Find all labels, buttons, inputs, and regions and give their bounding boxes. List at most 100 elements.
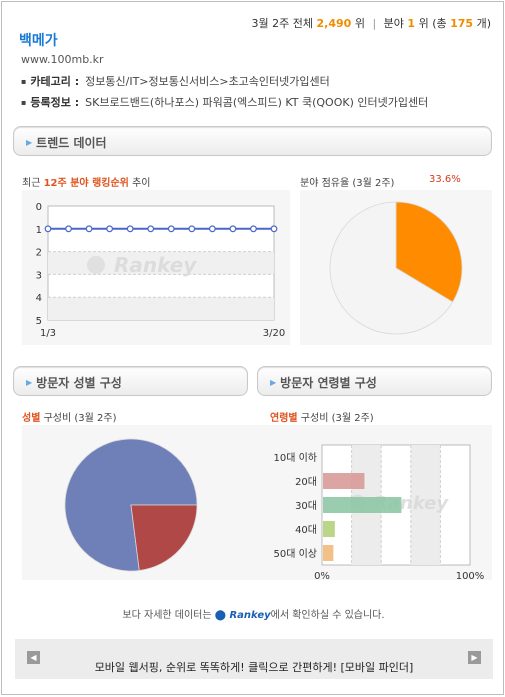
x-tick-label: 0%	[314, 571, 330, 580]
registration-value: SK브로드밴드(하나포스) 파워콤(엑스피드) KT 쿡(QOOK) 인터넷가입…	[85, 96, 429, 109]
category-total: 175	[450, 17, 474, 30]
share-chart-title: 분야 점유율 (3월 2주)	[300, 174, 394, 189]
trend-suffix: 추이	[132, 178, 151, 189]
footer-note: 보다 자세한 데이터는 ⬤ Rankey에서 확인하실 수 있습니다.	[2, 606, 505, 621]
rankey-logo[interactable]: ⬤ Rankey	[214, 610, 271, 621]
category-key: 카테고리 :	[30, 75, 80, 88]
grid-band	[48, 297, 274, 320]
rankey-watermark-icon	[87, 256, 105, 274]
next-arrow-icon[interactable]: ▶	[468, 651, 481, 664]
rankey-logo-text: Rankey	[229, 610, 271, 621]
bullet-icon: ▪	[21, 98, 27, 107]
bullet-icon: ▶	[26, 378, 33, 387]
site-url[interactable]: www.100mb.kr	[21, 53, 104, 66]
footer-note-prefix: 보다 자세한 데이터는	[122, 610, 212, 621]
y-tick-label: 40대	[295, 524, 317, 536]
gender-em: 성별	[22, 413, 41, 424]
y-tick-label: 20대	[295, 476, 317, 488]
bullet-icon: ▶	[270, 378, 277, 387]
category-value[interactable]: 정보통신/IT>정보통신서비스>초고속인터넷가입센터	[85, 75, 330, 88]
rankey-watermark: Rankey	[114, 253, 197, 277]
age-chart-title: 연령별 구성비 (3월 2주)	[270, 409, 374, 424]
trend-prefix: 최근	[22, 178, 41, 189]
registration-row: ▪ 등록정보 : SK브로드밴드(하나포스) 파워콤(엑스피드) KT 쿡(QOOK…	[21, 94, 428, 110]
data-point	[188, 225, 196, 233]
data-point	[208, 225, 216, 233]
share-chart-panel	[300, 190, 492, 345]
gender-pie-chart	[64, 438, 198, 572]
age-section-header: ▶ 방문자 연령별 구성	[257, 366, 492, 396]
share-slice	[329, 201, 454, 335]
x-tick-label: 3/20	[263, 328, 285, 339]
data-point	[106, 225, 114, 233]
age-chart-panel: Rankey 10대 이하 20대 30대 40대 50대 이상 0% 100%	[266, 425, 492, 582]
data-point	[167, 225, 175, 233]
total-label: 전체	[292, 17, 314, 30]
y-tick-label: 0	[36, 202, 42, 213]
grid-band	[48, 251, 274, 275]
age-bar	[323, 497, 402, 513]
site-name[interactable]: 백메가	[19, 33, 58, 49]
bullet-icon: ▪	[21, 77, 27, 86]
y-tick-label: 10대 이하	[273, 451, 317, 464]
count-suffix: 개)	[476, 17, 491, 30]
rank-summary: 3월 2주 전체 2,490 위 | 분야 1 위 (총 175 개)	[252, 15, 491, 31]
data-point	[250, 225, 257, 233]
age-bar	[323, 545, 334, 561]
rank-suffix: 위	[354, 17, 365, 30]
data-point	[147, 225, 155, 233]
gender-slice	[64, 438, 198, 572]
gender-suffix: 구성비 (3월 2주)	[43, 413, 117, 424]
y-tick-label: 4	[36, 293, 42, 304]
trend-section-title: 트렌드 데이터	[36, 136, 107, 150]
trend-section-header: ▶ 트렌드 데이터	[13, 126, 492, 156]
share-pct: 33.6%	[429, 174, 461, 185]
rank-week: 3월 2주	[251, 17, 290, 30]
registration-key: 등록정보 :	[30, 96, 80, 109]
gender-section-header: ▶ 방문자 성별 구성	[13, 366, 248, 396]
age-bar	[323, 473, 365, 489]
y-tick-label: 3	[36, 270, 42, 281]
trend-em: 12주 분야 랭킹순위	[43, 178, 129, 189]
mobile-banner-message[interactable]: 모바일 웹서핑, 순위로 똑똑하게! 클릭으로 간편하게! [모바일 파인더]	[94, 661, 414, 674]
gender-slice	[130, 504, 198, 571]
y-tick-label: 2	[36, 248, 42, 259]
data-point	[65, 225, 72, 233]
gender-section-title: 방문자 성별 구성	[36, 376, 122, 390]
prev-arrow-icon[interactable]: ◀	[27, 651, 40, 664]
share-slice	[395, 201, 463, 303]
category-rank: 1	[407, 17, 416, 30]
share-pie-chart	[329, 201, 463, 335]
age-bar	[323, 521, 335, 537]
data-point	[85, 225, 93, 233]
bullet-icon: ▶	[26, 138, 33, 147]
age-suffix: 구성비 (3월 2주)	[300, 413, 374, 424]
data-point	[270, 225, 278, 233]
y-tick-label: 5	[36, 316, 42, 327]
grid-band	[410, 445, 441, 565]
data-point	[126, 225, 134, 233]
share-title: 분야 점유율 (3월 2주)	[300, 178, 395, 189]
total-rank: 2,490	[316, 17, 352, 30]
trend-chart-title: 최근 12주 분야 랭킹순위 추이	[22, 174, 150, 189]
y-tick-label: 30대	[295, 500, 317, 512]
age-section-title: 방문자 연령별 구성	[280, 376, 377, 390]
data-point	[229, 225, 237, 233]
x-tick-label: 1/3	[40, 328, 56, 339]
y-tick-label: 50대 이상	[273, 548, 317, 560]
separator: |	[372, 17, 377, 30]
data-point	[44, 225, 52, 233]
count-prefix: 위 (총	[418, 17, 447, 30]
footer-note-suffix: 에서 확인하실 수 있습니다.	[270, 610, 385, 621]
category-label: 분야	[383, 17, 404, 30]
gender-chart-panel	[22, 425, 270, 580]
category-row: ▪ 카테고리 : 정보통신/IT>정보통신서비스>초고속인터넷가입센터	[21, 73, 330, 89]
x-tick-label: 100%	[456, 571, 485, 580]
age-em: 연령별	[270, 413, 298, 424]
gender-chart-title: 성별 구성비 (3월 2주)	[22, 409, 116, 424]
share-percent: 33.6%	[429, 174, 461, 185]
trend-line-chart: 0 1 2 3 4 51/3 3/20 Rankey	[36, 202, 286, 339]
mobile-banner: ◀ 모바일 웹서핑, 순위로 똑똑하게! 클릭으로 간편하게! [모바일 파인더…	[15, 639, 493, 679]
